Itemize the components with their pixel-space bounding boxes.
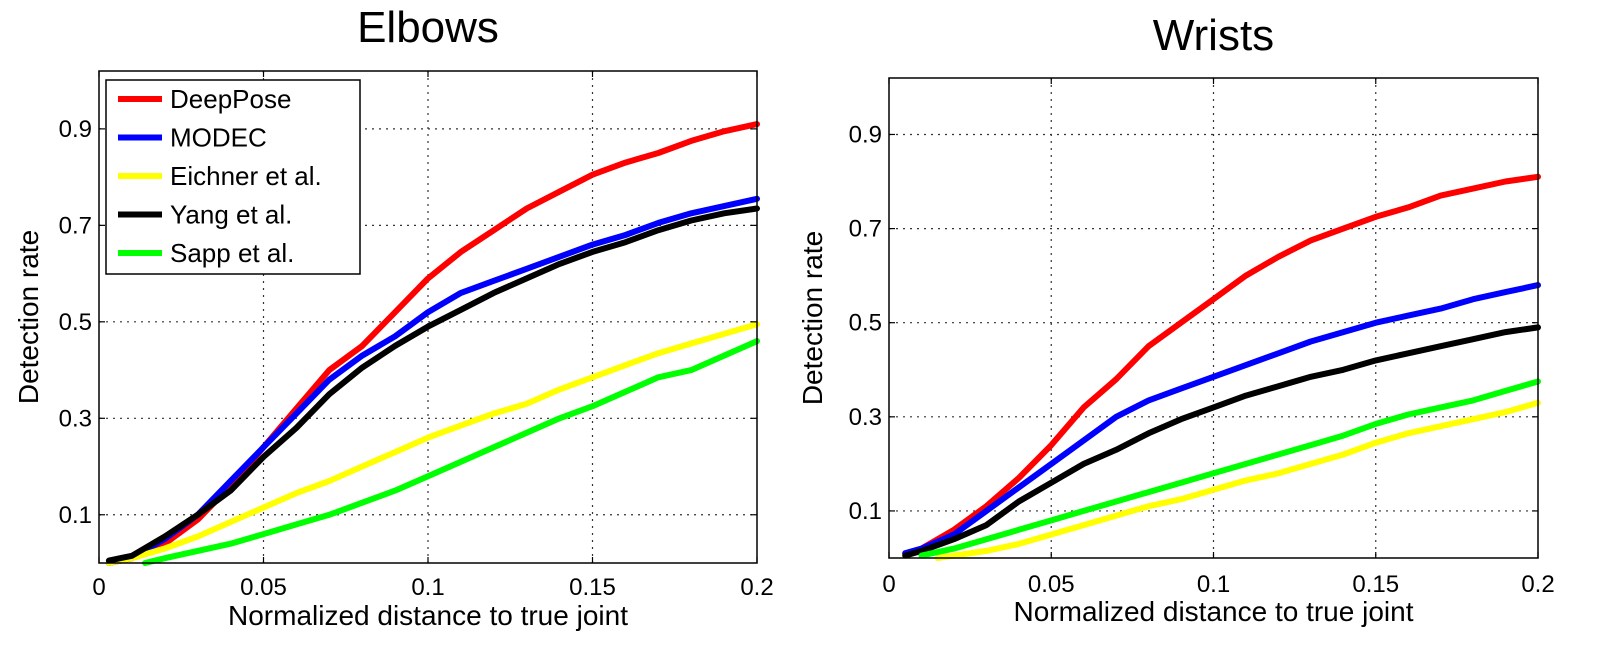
y-tick-label: 0.9 — [849, 121, 882, 148]
y-tick-label: 0.7 — [849, 216, 882, 243]
series-line-eichner-et-al — [934, 399, 1541, 561]
y-tick-label: 0.5 — [849, 310, 882, 337]
series-line-yang-et-al — [105, 205, 760, 564]
series-line-modec — [902, 282, 1541, 557]
wrists-chart: Wrists 0 0.05 0.1 0.15 0.2 0.1 0.3 0.5 0.7 0.9 No… — [797, 11, 1555, 627]
x-tick-label: 0.05 — [240, 574, 287, 601]
legend-label-sapp-et-al: Sapp et al. — [170, 238, 294, 268]
y-tick-label: 0.1 — [849, 498, 882, 525]
legend: DeepPose MODEC Eichner et al. Yang et al. Sa… — [105, 79, 361, 275]
chart-title: Elbows — [357, 3, 499, 52]
axis-ticks: 0 0.05 0.1 0.15 0.2 0.1 0.3 0.5 0.7 0.9 — [849, 78, 1555, 598]
y-tick-label: 0.9 — [59, 116, 92, 143]
y-tick-label: 0.5 — [59, 309, 92, 336]
legend-label-deeppose: DeepPose — [170, 84, 291, 114]
legend-label-yang-et-al: Yang et al. — [170, 200, 292, 230]
x-tick-label: 0.1 — [411, 574, 444, 601]
grid — [889, 78, 1538, 558]
y-axis-label: Detection rate — [797, 231, 828, 405]
legend-label-modec: MODEC — [170, 123, 267, 153]
x-tick-label: 0.15 — [1352, 571, 1399, 598]
series-line-sapp-et-al — [918, 378, 1541, 559]
x-tick-label: 0.2 — [740, 574, 773, 601]
y-tick-label: 0.3 — [849, 404, 882, 431]
x-tick-label: 0.1 — [1197, 571, 1230, 598]
chart-title: Wrists — [1153, 11, 1274, 60]
x-axis-label: Normalized distance to true joint — [228, 600, 628, 631]
x-tick-label: 0 — [92, 574, 105, 601]
series-line-eichner-et-al — [105, 321, 760, 566]
series-line-yang-et-al — [902, 324, 1541, 559]
x-tick-label: 0 — [882, 571, 895, 598]
series-lines — [105, 121, 760, 566]
grid — [99, 71, 757, 563]
y-axis-label: Detection rate — [13, 230, 44, 404]
series-lines — [902, 173, 1541, 561]
y-tick-label: 0.7 — [59, 212, 92, 239]
y-tick-label: 0.3 — [59, 405, 92, 432]
series-line-deeppose — [902, 173, 1541, 557]
x-tick-label: 0.05 — [1028, 571, 1075, 598]
x-tick-label: 0.15 — [569, 574, 616, 601]
x-tick-label: 0.2 — [1521, 571, 1554, 598]
x-axis-label: Normalized distance to true joint — [1014, 596, 1414, 627]
legend-label-eichner-et-al: Eichner et al. — [170, 161, 322, 191]
series-line-sapp-et-al — [142, 338, 760, 566]
y-tick-label: 0.1 — [59, 502, 92, 529]
elbows-chart: Elbows 0 0.05 0.1 0.15 0.2 0.1 0.3 0.5 0.7 0.9 No… — [13, 3, 774, 631]
axis-ticks: 0 0.05 0.1 0.15 0.2 0.1 0.3 0.5 0.7 0.9 — [59, 71, 774, 601]
